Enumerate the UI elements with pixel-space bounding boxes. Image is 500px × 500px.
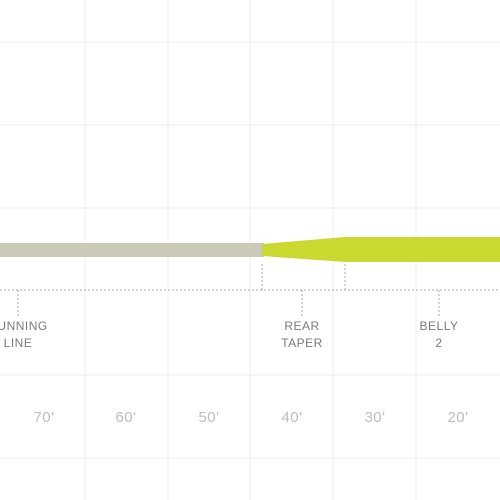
scale-label: 20': [447, 409, 468, 426]
section-label: BELLY: [420, 319, 459, 333]
taper-head: [262, 237, 500, 262]
section-label: LINE: [4, 336, 33, 350]
section-label: 2: [435, 336, 442, 350]
section-label: TAPER: [281, 336, 323, 350]
running-line: [0, 243, 264, 257]
section-label: RUNNING: [0, 319, 48, 333]
scale-label: 30': [364, 409, 385, 426]
scale-label: 50': [198, 409, 219, 426]
scale-label: 60': [115, 409, 136, 426]
scale-label: 40': [281, 409, 302, 426]
section-label: REAR: [284, 319, 319, 333]
scale-label: 70': [33, 409, 54, 426]
